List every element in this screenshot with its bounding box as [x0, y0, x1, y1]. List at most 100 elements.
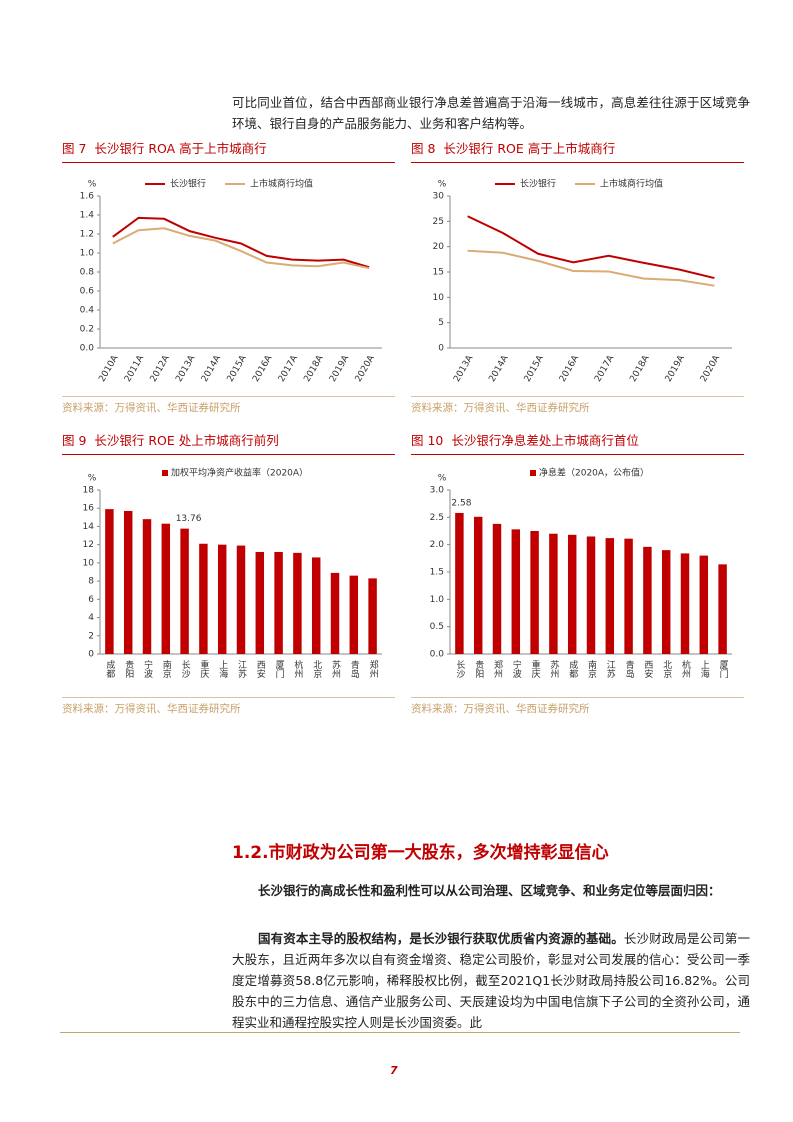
source-note: 资料来源：万得资讯、华西证券研究所	[62, 396, 395, 415]
bar	[330, 572, 340, 654]
y-tick-label: 12	[83, 540, 94, 550]
x-tick-label: 厦门	[718, 660, 729, 679]
y-tick-label: 2	[88, 631, 94, 641]
x-tick-label: 成都	[104, 659, 115, 679]
bar	[368, 578, 377, 654]
paragraph-text: 长沙财政局是公司第一大股东，且近两年多次以自有资金增资、稳定公司股价，彰显对公司…	[232, 931, 750, 1030]
legend-label: 加权平均净资产收益率（2020A）	[171, 467, 308, 479]
x-tick-label: 郑州	[492, 659, 503, 678]
source-note: 资料来源：万得资讯、华西证券研究所	[411, 396, 744, 415]
x-tick-label: 青岛	[349, 659, 360, 679]
x-tick-label: 2014A	[200, 353, 224, 384]
chart-title: 图 7 长沙银行 ROA 高于上市城商行	[62, 138, 395, 163]
x-tick-label: 2017A	[277, 353, 301, 384]
chart: % 0.0 0.5 1.0 1.5 2.0 2.5 3.0 长沙 贵阳 郑州 宁波 重庆 苏州 成都 南京 江苏…	[430, 467, 732, 679]
x-tick-label: 2016A	[251, 353, 275, 384]
bar	[567, 534, 577, 654]
x-tick-label: 南京	[586, 659, 597, 679]
chart: % 0 5 10 15 20 25 30 2013A 2014A 2015A 2016A 2017A 20…	[433, 178, 732, 384]
y-tick-label: 8	[88, 577, 94, 587]
y-tick-label: 1.5	[430, 568, 444, 578]
y-tick-label: 4	[88, 613, 94, 623]
y-unit: %	[88, 474, 97, 484]
y-tick-label: 0.6	[80, 287, 95, 297]
x-tick-label: 苏州	[548, 659, 559, 678]
x-tick-label: 2016A	[558, 353, 582, 384]
y-tick-label: 0	[438, 344, 444, 354]
bar	[624, 538, 633, 654]
bar	[492, 523, 502, 654]
x-tick-label: 宁波	[142, 659, 153, 679]
x-tick-label: 成都	[567, 659, 578, 679]
chart-title: 图 8 长沙银行 ROE 高于上市城商行	[411, 138, 744, 163]
bar	[217, 544, 227, 654]
x-tick-label: 2013A	[452, 353, 476, 384]
x-tick-label: 2018A	[302, 353, 326, 384]
bar	[530, 531, 539, 654]
y-tick-label: 0.0	[80, 344, 95, 354]
x-tick-label: 2018A	[628, 353, 652, 384]
x-tick-label: 重庆	[530, 659, 541, 679]
bar	[180, 528, 189, 654]
x-tick-label: 长沙	[454, 659, 465, 678]
y-tick-label: 0.5	[430, 622, 444, 632]
x-tick-label: 重庆	[198, 659, 209, 679]
bar	[311, 557, 321, 654]
bar	[455, 512, 464, 654]
bar	[511, 529, 521, 654]
bar	[236, 545, 246, 654]
x-tick-label: 2010A	[97, 353, 121, 384]
x-tick-label: 宁波	[511, 659, 522, 679]
bold-lead: 国有资本主导的股权结构，是长沙银行获取优质省内资源的基础。	[258, 931, 624, 946]
chart: % 0 2 4 6 8 10 12 14 16 18 成都 贵阳 宁波 南京 长沙 重庆 上海 江苏 西安 厦门 杭州 北京…	[83, 467, 382, 679]
legend-label: 净息差（2020A，公布值）	[539, 467, 649, 479]
y-tick-label: 1.0	[80, 249, 95, 259]
data-label: 2.58	[451, 498, 471, 508]
legend-swatch	[162, 470, 168, 476]
series-line	[112, 216, 370, 269]
bar	[643, 546, 652, 654]
x-tick-label: 北京	[661, 660, 672, 679]
bar	[473, 516, 483, 654]
bar	[255, 551, 265, 654]
x-tick-label: 2019A	[328, 353, 352, 384]
y-tick-label: 1.0	[430, 595, 445, 605]
y-tick-label: 16	[83, 504, 95, 514]
y-tick-label: 15	[433, 268, 444, 278]
bar	[123, 510, 133, 654]
footer-rule	[60, 1032, 740, 1033]
legend-label: 长沙银行	[170, 178, 206, 190]
x-tick-label: 贵阳	[123, 659, 134, 678]
x-tick-label: 2014A	[487, 353, 511, 384]
legend-label: 上市城商行均值	[250, 178, 313, 190]
x-tick-label: 2020A	[354, 353, 378, 384]
y-tick-label: 25	[433, 217, 444, 227]
y-tick-label: 0.4	[80, 306, 95, 316]
x-tick-label: 西安	[642, 660, 653, 679]
bar	[699, 555, 709, 654]
legend-swatch	[530, 470, 536, 476]
x-tick-label: 江苏	[605, 660, 616, 679]
x-tick-label: 2013A	[174, 353, 198, 384]
section-heading: 1.2.市财政为公司第一大股东，多次增持彰显信心	[232, 843, 609, 863]
x-tick-label: 青岛	[624, 659, 635, 679]
bar	[199, 543, 208, 654]
x-tick-label: 杭州	[292, 659, 303, 678]
y-tick-label: 1.6	[80, 192, 95, 202]
x-tick-label: 杭州	[680, 659, 691, 678]
x-tick-label: 2020A	[699, 353, 723, 384]
intro-paragraph: 可比同业首位，结合中西部商业银行净息差普遍高于沿海一线城市，高息差往往源于区域竞…	[232, 95, 750, 131]
x-tick-label: 北京	[311, 660, 322, 679]
y-tick-label: 10	[433, 293, 445, 303]
x-tick-label: 2011A	[123, 353, 147, 384]
bar	[274, 551, 283, 654]
bar	[605, 538, 615, 654]
x-tick-label: 2017A	[593, 353, 617, 384]
y-tick-label: 0.0	[430, 650, 445, 660]
x-tick-label: 苏州	[330, 659, 341, 678]
x-tick-label: 江苏	[236, 660, 247, 679]
series-line	[112, 227, 370, 270]
x-tick-label: 上海	[699, 660, 710, 679]
x-tick-label: 2012A	[149, 353, 173, 384]
paragraph: 国有资本主导的股权结构，是长沙银行获取优质省内资源的基础。长沙财政局是公司第一大…	[232, 928, 750, 1033]
